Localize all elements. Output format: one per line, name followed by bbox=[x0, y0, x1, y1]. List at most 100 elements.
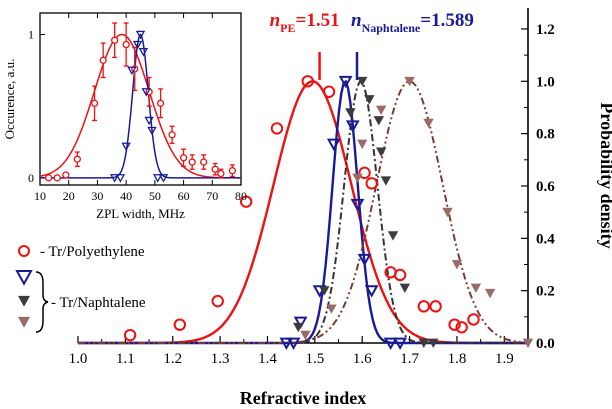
y-tick-label: 0.0 bbox=[536, 336, 555, 352]
data-point bbox=[350, 198, 365, 212]
inset-data-point bbox=[111, 36, 119, 44]
data-point bbox=[404, 76, 415, 87]
data-point bbox=[345, 108, 356, 118]
annotation-value: =1.589 bbox=[420, 10, 474, 31]
x-tick-label: 1.3 bbox=[211, 351, 230, 367]
data-point bbox=[373, 116, 384, 126]
inset-data-point bbox=[73, 155, 81, 163]
data-point bbox=[484, 288, 496, 299]
x-tick-label: 1.5 bbox=[305, 351, 324, 367]
x-tick-label: 1.0 bbox=[69, 351, 88, 367]
data-point bbox=[522, 338, 534, 348]
inset-data-point bbox=[144, 116, 154, 126]
y-tick-label: 0.2 bbox=[536, 284, 555, 300]
inset-data-point bbox=[156, 99, 165, 107]
inset-fit-curve bbox=[39, 33, 241, 179]
inset-data-point bbox=[211, 165, 219, 173]
legend-marker-polyethylene bbox=[18, 245, 30, 257]
x-tick-label: 1.7 bbox=[400, 351, 419, 367]
y-tick-label: 0.6 bbox=[536, 179, 555, 195]
inset-fit-curve bbox=[40, 33, 241, 179]
inset-data-point bbox=[147, 126, 157, 136]
annotation-symbol: n bbox=[270, 10, 281, 31]
data-point bbox=[319, 286, 330, 296]
inset-data-point bbox=[188, 158, 196, 166]
legend: - Tr/Polyethylene - Tr/Naphtalene bbox=[15, 244, 146, 333]
legend-label-polyethylene: - Tr/Polyethylene bbox=[40, 244, 145, 260]
data-point bbox=[279, 337, 294, 350]
data-point bbox=[293, 322, 304, 333]
data-point bbox=[375, 105, 387, 116]
annotation-symbol: n bbox=[351, 10, 362, 31]
data-point bbox=[357, 139, 368, 150]
data-point bbox=[364, 285, 379, 298]
x-tick-label: 1.2 bbox=[163, 351, 182, 367]
data-point bbox=[270, 122, 284, 135]
y-tick-label: 0.4 bbox=[536, 231, 555, 247]
inset-chart: 10 20 30 40 50 60 70 80 0 1 ZPL width, MHz Occurenc… bbox=[2, 12, 247, 221]
inset-x-axis-title: ZPL width, MHz bbox=[96, 206, 185, 221]
data-point bbox=[326, 138, 341, 152]
x-tick-label: 1.1 bbox=[116, 351, 135, 367]
inset-data-point bbox=[90, 99, 99, 107]
data-point bbox=[301, 75, 314, 88]
annotation-subscript: Naphtalene bbox=[362, 21, 421, 35]
legend-marker-naphtalene-1 bbox=[15, 270, 33, 286]
x-tick-label: 1.6 bbox=[353, 351, 372, 367]
inset-x-tick-label: 60 bbox=[178, 189, 190, 203]
inset-x-tick-label: 30 bbox=[91, 189, 103, 203]
inset-x-tick-label: 10 bbox=[34, 189, 46, 203]
inset-data-point bbox=[44, 174, 53, 182]
data-point bbox=[123, 328, 137, 342]
inset-data-point bbox=[158, 174, 169, 183]
inset-data-point bbox=[135, 30, 146, 40]
data-point bbox=[326, 304, 337, 314]
inset-data-point bbox=[132, 40, 143, 50]
fit-curve bbox=[78, 80, 529, 344]
inset-x-tick-label: 80 bbox=[235, 189, 247, 203]
legend-marker-naphtalene-3 bbox=[18, 316, 30, 328]
inset-y-tick-label: 1 bbox=[28, 28, 34, 42]
data-point bbox=[300, 330, 311, 341]
data-point bbox=[380, 176, 392, 186]
x-axis-title: Refractive index bbox=[240, 388, 366, 408]
x-tick-label: 1.9 bbox=[495, 351, 514, 367]
inset-data-point bbox=[53, 174, 61, 182]
data-point bbox=[352, 173, 363, 184]
y-tick-label: 1.0 bbox=[536, 74, 555, 90]
inset-data-point bbox=[121, 142, 131, 152]
inset-data-point bbox=[115, 174, 126, 183]
inset-x-tick-label: 20 bbox=[63, 189, 75, 203]
data-point bbox=[357, 253, 372, 267]
annotation-label: nNaphtalene=1.589 bbox=[351, 10, 474, 35]
x-tick-label: 1.8 bbox=[448, 351, 467, 367]
data-point bbox=[393, 337, 408, 350]
inset-data-point bbox=[200, 158, 208, 166]
legend-brace bbox=[35, 271, 49, 333]
data-point bbox=[293, 316, 308, 330]
legend-marker-naphtalene-2 bbox=[18, 295, 30, 307]
inset-frame bbox=[39, 12, 242, 186]
data-point bbox=[286, 337, 301, 350]
inset-x-tick-label: 70 bbox=[206, 189, 218, 203]
data-point bbox=[417, 300, 430, 313]
x-tick-label: 1.4 bbox=[258, 351, 277, 367]
data-point bbox=[428, 338, 439, 348]
data-point bbox=[338, 75, 353, 89]
y-axis-title: Probability density bbox=[597, 102, 612, 248]
data-point bbox=[423, 118, 434, 129]
inset-y-tick-label: 0 bbox=[28, 171, 34, 185]
data-point bbox=[364, 95, 375, 105]
data-point bbox=[173, 318, 187, 331]
inset-x-tick-label: 40 bbox=[120, 189, 132, 203]
inset-data-point bbox=[127, 66, 137, 76]
data-point bbox=[448, 318, 461, 331]
data-point bbox=[357, 76, 368, 87]
data-point bbox=[239, 195, 253, 208]
inset-data-point bbox=[168, 131, 176, 139]
y-tick-label: 1.2 bbox=[536, 22, 555, 38]
inset-data-point bbox=[138, 47, 149, 57]
data-point bbox=[451, 260, 463, 270]
annotation-label: nPE=1.51 bbox=[270, 10, 340, 35]
